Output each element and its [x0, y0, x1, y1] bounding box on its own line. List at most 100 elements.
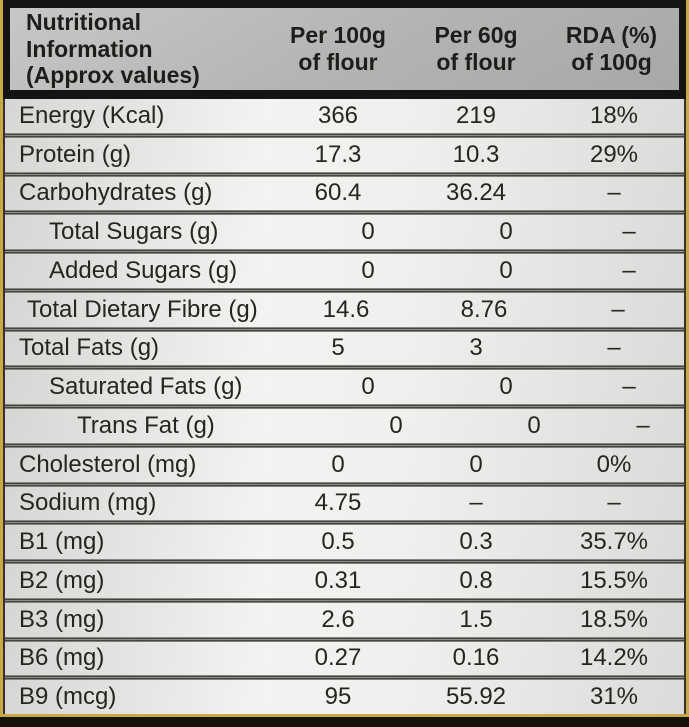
rda-value: 18.5% [579, 605, 649, 633]
rda-value: 29% [589, 140, 639, 168]
per-60g-value: 0.3 [459, 528, 493, 556]
nutrient-label: Total Sugars (g) [49, 218, 219, 246]
table-row: Carbohydrates (g) 60.4 36.24 – [5, 176, 684, 211]
table-row: B9 (mcg) 95 55.92 31% [5, 680, 684, 714]
per-100g-value: 2.6 [321, 605, 355, 633]
rda-value: 0% [596, 450, 632, 478]
per-60g-value: 219 [455, 101, 497, 129]
rda-value: – [636, 411, 650, 439]
row-divider [5, 675, 684, 681]
per-100g-value: 60.4 [314, 179, 362, 207]
rda-value: 35.7% [579, 528, 649, 556]
table-body: Energy (Kcal) 366 219 18% Protein (g) 17… [3, 99, 686, 714]
header-rda: RDA (%) of 100g [565, 22, 658, 75]
table-row: Sodium (mg) 4.75 – – [5, 486, 684, 521]
nutrient-label: Cholesterol (mg) [19, 450, 197, 478]
rda-value: – [607, 179, 621, 207]
nutrient-label: B6 (mg) [19, 644, 105, 672]
rda-value: – [607, 334, 621, 362]
row-divider [5, 597, 684, 603]
table-row: B2 (mg) 0.31 0.8 15.5% [5, 564, 684, 598]
per-60g-value: 0 [499, 218, 513, 246]
row-divider [5, 326, 684, 332]
per-100g-value: 0 [361, 218, 375, 246]
table-row: B6 (mg) 0.27 0.16 14.2% [5, 641, 684, 676]
table-row: Total Sugars (g) 0 0 – [5, 215, 684, 249]
per-100g-value: 0 [361, 373, 375, 401]
per-60g-value: 0.8 [459, 566, 493, 594]
per-60g-value: 0 [527, 411, 541, 439]
nutrient-label: Added Sugars (g) [49, 256, 238, 284]
per-60g-value: 8.76 [460, 295, 508, 323]
nutrient-label: Carbohydrates (g) [19, 179, 213, 207]
per-100g-value: 0 [389, 411, 403, 439]
row-divider [5, 520, 684, 526]
nutrient-label: Saturated Fats (g) [49, 373, 243, 401]
table-header: Nutritional Information (Approx values) … [10, 8, 679, 90]
per-100g-value: 0.31 [314, 566, 362, 594]
header-per-60g: Per 60g of flour [434, 22, 518, 75]
rda-value: 14.2% [579, 644, 649, 672]
table-row: Saturated Fats (g) 0 0 – [5, 370, 684, 404]
row-divider [5, 249, 684, 254]
per-100g-value: 366 [317, 101, 359, 129]
row-divider [5, 636, 684, 642]
nutrient-label: Total Fats (g) [19, 334, 160, 362]
rda-value: 31% [589, 683, 639, 711]
row-divider [5, 481, 684, 487]
per-100g-value: 4.75 [314, 489, 362, 517]
per-60g-value: – [469, 489, 483, 517]
table-row: Trans Fat (g) 0 0 – [5, 409, 684, 443]
row-divider [5, 171, 684, 177]
per-100g-value: 0.5 [321, 528, 355, 556]
per-60g-value: 0 [469, 450, 483, 478]
table-row: Protein (g) 17.3 10.3 29% [5, 137, 684, 172]
row-divider [5, 132, 684, 138]
row-divider [5, 442, 684, 448]
header-per-100g: Per 100g of flour [290, 22, 386, 75]
row-divider [5, 404, 684, 409]
table-row: B1 (mg) 0.5 0.3 35.7% [5, 525, 684, 559]
nutrient-label: Total Dietary Fibre (g) [27, 295, 258, 323]
table-row: B3 (mg) 2.6 1.5 18.5% [5, 602, 684, 637]
per-60g-value: 0 [499, 373, 513, 401]
table-row: Total Fats (g) 5 3 – [5, 331, 684, 366]
per-60g-value: 55.92 [445, 683, 507, 711]
per-60g-value: 0.16 [452, 644, 500, 672]
nutrient-label: Trans Fat (g) [77, 411, 215, 439]
per-60g-value: 1.5 [459, 605, 493, 633]
nutrient-label: B9 (mcg) [19, 683, 117, 711]
nutrient-label: Sodium (mg) [19, 489, 157, 517]
header-nutritional-information: Nutritional Information (Approx values) [26, 8, 200, 89]
per-100g-value: 0 [361, 256, 375, 284]
rda-value: – [607, 489, 621, 517]
rda-value: – [622, 256, 636, 284]
per-100g-value: 95 [324, 683, 352, 711]
per-100g-value: 5 [331, 334, 345, 362]
per-100g-value: 0.27 [314, 644, 362, 672]
rda-value: – [611, 295, 625, 323]
per-60g-value: 10.3 [452, 140, 500, 168]
nutrient-label: B1 (mg) [19, 528, 105, 556]
per-60g-value: 3 [469, 334, 483, 362]
row-divider [5, 287, 684, 293]
header-divider [3, 90, 686, 99]
table-row: Energy (Kcal) 366 219 18% [5, 99, 684, 133]
per-60g-value: 36.24 [445, 179, 507, 207]
row-divider [5, 365, 684, 371]
rda-value: – [622, 218, 636, 246]
row-divider [5, 210, 684, 216]
rda-value: 18% [589, 101, 639, 129]
per-60g-value: 0 [499, 256, 513, 284]
table-row: Added Sugars (g) 0 0 – [5, 254, 684, 288]
rda-value: – [622, 373, 636, 401]
per-100g-value: 0 [331, 450, 345, 478]
per-100g-value: 17.3 [314, 140, 362, 168]
nutrient-label: Energy (Kcal) [19, 101, 165, 129]
table-row: Cholesterol (mg) 0 0 0% [5, 447, 684, 482]
per-100g-value: 14.6 [322, 295, 370, 323]
table-row: Total Dietary Fibre (g) 14.6 8.76 – [5, 292, 684, 327]
nutrient-label: B2 (mg) [19, 566, 105, 594]
